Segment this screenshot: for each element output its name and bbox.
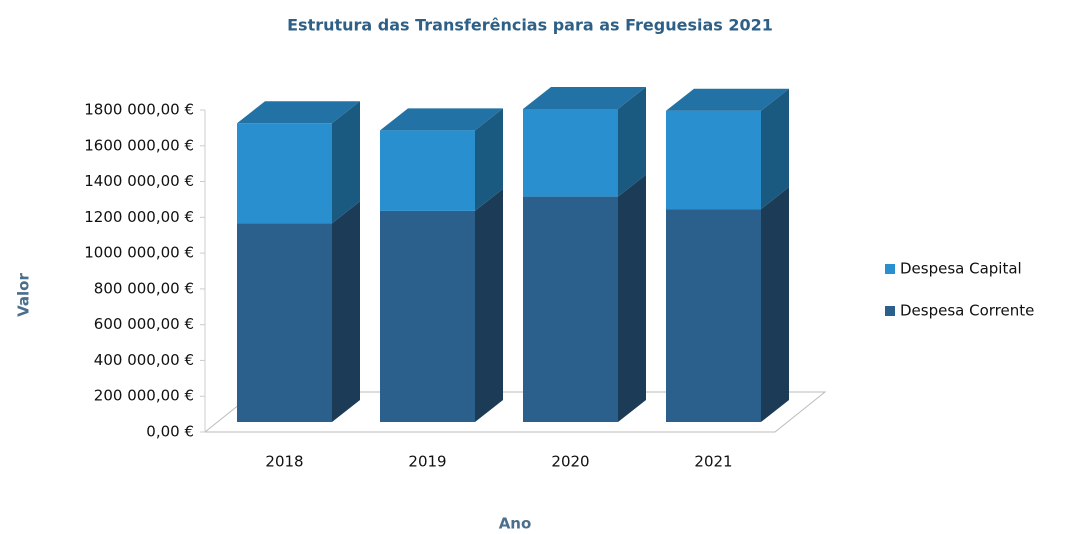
y-tick-label: 800 000,00 €: [94, 279, 194, 297]
bar-side: [618, 86, 646, 197]
y-tick-label: 1000 000,00 €: [84, 244, 194, 262]
bar-side: [761, 187, 789, 422]
bar-side: [332, 201, 360, 422]
chart-title: Estrutura das Transferências para as Fre…: [287, 16, 773, 35]
legend-swatch: [885, 264, 895, 274]
x-tick-label: 2020: [551, 453, 589, 471]
x-tick-label: 2019: [408, 453, 446, 471]
legend-label: Despesa Corrente: [900, 302, 1034, 320]
bar-side: [332, 101, 360, 224]
y-tick-label: 1200 000,00 €: [84, 208, 194, 226]
bar-top: [237, 101, 360, 124]
x-tick-label: 2021: [694, 453, 732, 471]
bar: [666, 110, 761, 210]
bar: [523, 108, 618, 197]
bar: [666, 209, 761, 422]
bar-side: [475, 188, 503, 422]
bar-top: [666, 88, 789, 111]
x-tick-label: 2018: [265, 453, 303, 471]
bar-side: [475, 108, 503, 211]
y-tick-label: 1800 000,00 €: [84, 101, 194, 119]
y-tick-label: 1400 000,00 €: [84, 172, 194, 190]
bar-top: [523, 86, 646, 109]
y-tick-label: 200 000,00 €: [94, 387, 194, 405]
y-tick-label: 400 000,00 €: [94, 351, 194, 369]
y-axis-title: Valor: [15, 273, 33, 317]
bar: [237, 223, 332, 422]
bar: [380, 210, 475, 422]
bar: [523, 196, 618, 422]
y-tick-label: 1600 000,00 €: [84, 136, 194, 154]
legend-swatch: [885, 306, 895, 316]
bar: [237, 123, 332, 224]
bar-side: [618, 174, 646, 422]
bar-side: [761, 88, 789, 210]
x-axis-title: Ano: [499, 515, 532, 533]
legend-label: Despesa Capital: [900, 260, 1022, 278]
y-tick-label: 0,00 €: [146, 423, 194, 441]
bar: [380, 130, 475, 211]
y-tick-label: 600 000,00 €: [94, 315, 194, 333]
bar-top: [380, 108, 503, 131]
